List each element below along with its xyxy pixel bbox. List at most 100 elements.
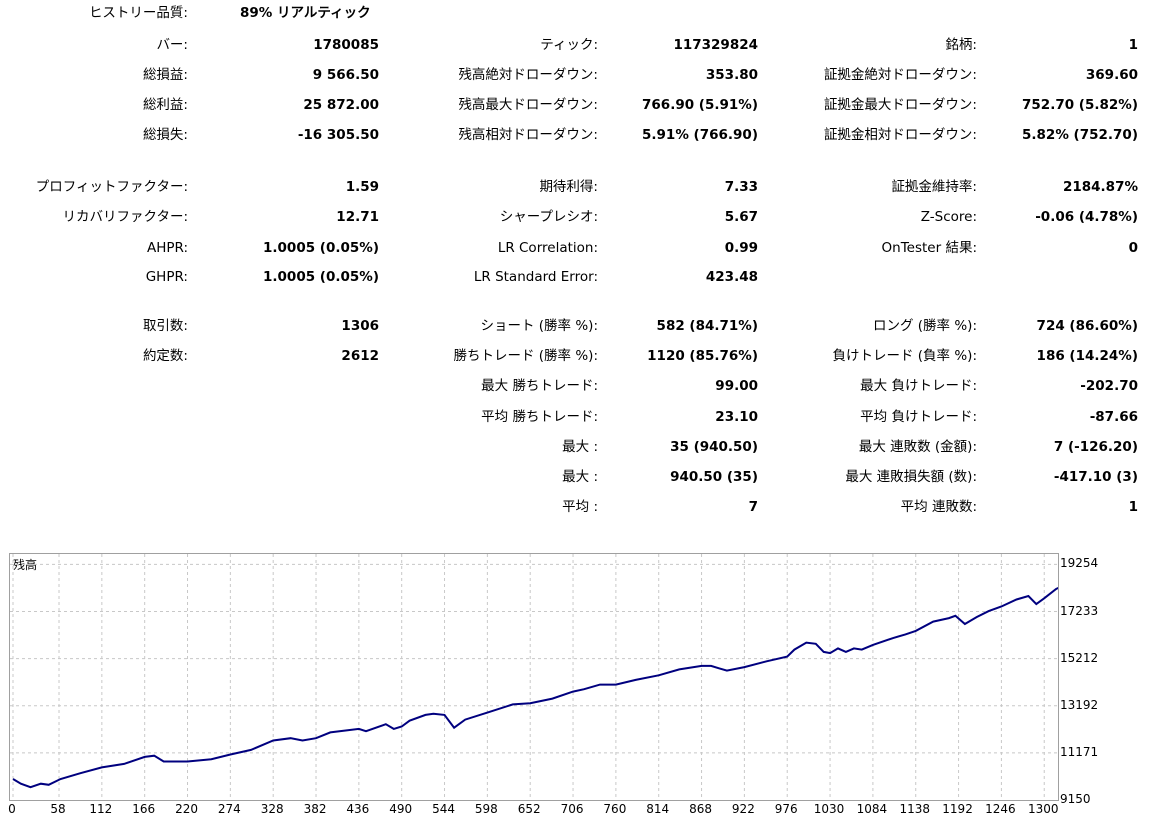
stat-label: 最大 連敗損失額 (数): bbox=[845, 469, 977, 485]
stat-value: -202.70 bbox=[1080, 378, 1138, 394]
stat-value: 582 (84.71%) bbox=[656, 318, 758, 334]
x-tick-label: 166 bbox=[132, 802, 156, 816]
stat-value: -87.66 bbox=[1089, 409, 1138, 425]
stat-value: 353.80 bbox=[705, 67, 758, 83]
stat-value: 5.91% (766.90) bbox=[642, 127, 758, 143]
stat-label: ティック: bbox=[540, 37, 598, 53]
x-tick-label: 1084 bbox=[856, 802, 888, 816]
stat-label: 取引数: bbox=[142, 318, 188, 334]
stat-value: 1.0005 (0.05%) bbox=[263, 240, 379, 256]
stat-label: バー: bbox=[156, 37, 188, 53]
x-tick-label: 760 bbox=[603, 802, 627, 816]
stat-value: 186 (14.24%) bbox=[1036, 348, 1138, 364]
stat-value: 35 (940.50) bbox=[670, 439, 758, 455]
stat-value: 23.10 bbox=[715, 409, 758, 425]
stat-label: LR Correlation: bbox=[497, 240, 598, 256]
stat-label: 残高相対ドローダウン: bbox=[458, 127, 598, 143]
stat-value: 7 (-126.20) bbox=[1053, 439, 1138, 455]
stat-label: 証拠金相対ドローダウン: bbox=[823, 127, 977, 143]
x-tick-label: 0 bbox=[8, 802, 16, 816]
stat-value: 9 566.50 bbox=[312, 67, 379, 83]
balance-line bbox=[12, 586, 1058, 789]
stat-label: 平均 勝ちトレード: bbox=[481, 409, 598, 425]
stat-value: 1.59 bbox=[345, 179, 379, 195]
stat-label: シャープレシオ: bbox=[499, 209, 598, 225]
stat-value: 7 bbox=[748, 499, 758, 515]
y-tick-label: 19254 bbox=[1060, 556, 1099, 571]
test-report-stats: ヒストリー品質: 89% リアルティック バー: 1780085 ティック: 1173… bbox=[35, 5, 1138, 515]
stat-value: 25 872.00 bbox=[303, 97, 379, 113]
x-tick-label: 976 bbox=[774, 802, 798, 816]
stat-value: 99.00 bbox=[715, 378, 758, 394]
x-tick-label: 1192 bbox=[942, 802, 973, 816]
x-tick-label: 868 bbox=[689, 802, 712, 816]
stat-label: 約定数: bbox=[142, 348, 188, 364]
stat-label: 総利益: bbox=[142, 97, 188, 113]
y-tick-label: 9150 bbox=[1060, 792, 1091, 806]
y-tick-label: 11171 bbox=[1060, 744, 1099, 759]
stat-label: 平均 : bbox=[562, 499, 598, 515]
x-tick-label: 1246 bbox=[985, 802, 1016, 816]
stat-value: 1.0005 (0.05%) bbox=[263, 269, 379, 285]
stat-label: 最大 連敗数 (金額): bbox=[858, 439, 977, 455]
stat-label: ショート (勝率 %): bbox=[480, 318, 599, 334]
stat-value: 117329824 bbox=[673, 37, 758, 53]
chart-title: 残高 bbox=[13, 558, 38, 572]
y-tick-label: 13192 bbox=[1060, 697, 1099, 712]
stat-value: 752.70 (5.82%) bbox=[1022, 97, 1138, 113]
stat-label: 負けトレード (負率 %): bbox=[832, 348, 978, 364]
x-tick-label: 1300 bbox=[1027, 802, 1059, 816]
stat-value: -0.06 (4.78%) bbox=[1035, 209, 1138, 225]
stat-value: 2612 bbox=[341, 348, 379, 364]
x-tick-label: 922 bbox=[731, 802, 755, 816]
stat-label: AHPR: bbox=[146, 240, 188, 256]
x-tick-label: 490 bbox=[389, 802, 413, 816]
balance-chart: 残高 bbox=[9, 553, 1059, 801]
x-tick-label: 274 bbox=[217, 802, 241, 816]
stat-label: 平均 連敗数: bbox=[900, 499, 977, 515]
stat-label: 最大 : bbox=[562, 469, 598, 485]
stat-value: 12.71 bbox=[336, 209, 379, 225]
x-tick-label: 652 bbox=[517, 802, 541, 816]
stat-value: 423.48 bbox=[705, 269, 758, 285]
stat-value: 2184.87% bbox=[1062, 179, 1138, 195]
stat-label: リカバリファクター: bbox=[62, 209, 188, 225]
y-tick-label: 17233 bbox=[1060, 603, 1099, 618]
x-tick-label: 112 bbox=[89, 802, 113, 816]
x-tick-label: 220 bbox=[175, 802, 198, 816]
stat-label: 期待利得: bbox=[539, 179, 598, 195]
stat-label: 最大 負けトレード: bbox=[860, 378, 977, 394]
stat-value: 724 (86.60%) bbox=[1036, 318, 1138, 334]
stat-value: -417.10 (3) bbox=[1053, 469, 1138, 485]
stat-label: 総損益: bbox=[142, 67, 188, 83]
stat-value: 1780085 bbox=[313, 37, 379, 53]
stat-label: 銘柄: bbox=[945, 37, 977, 53]
stat-value: -16 305.50 bbox=[297, 127, 379, 143]
stat-label: 平均 負けトレード: bbox=[860, 409, 977, 425]
x-tick-label: 436 bbox=[346, 802, 370, 816]
history-quality-value: 89% リアルティック bbox=[240, 5, 371, 21]
x-tick-label: 382 bbox=[303, 802, 327, 816]
stat-label: 勝ちトレード (勝率 %): bbox=[453, 348, 599, 364]
stat-label: 残高最大ドローダウン: bbox=[458, 97, 598, 113]
stat-value: 1 bbox=[1128, 499, 1138, 515]
x-tick-label: 1030 bbox=[813, 802, 845, 816]
stat-label: 最大 勝ちトレード: bbox=[481, 378, 598, 394]
history-quality-label: ヒストリー品質: bbox=[88, 5, 188, 21]
stat-value: 940.50 (35) bbox=[670, 469, 758, 485]
x-tick-label: 328 bbox=[260, 802, 284, 816]
stat-label: 残高絶対ドローダウン: bbox=[458, 67, 598, 83]
stat-label: プロフィットファクター: bbox=[35, 179, 188, 195]
stat-value: 5.67 bbox=[724, 209, 758, 225]
stat-label: 証拠金絶対ドローダウン: bbox=[823, 67, 977, 83]
stat-value: 1306 bbox=[341, 318, 379, 334]
stat-label: 証拠金維持率: bbox=[891, 179, 977, 195]
x-tick-label: 1138 bbox=[899, 802, 930, 816]
stat-label: ロング (勝率 %): bbox=[873, 318, 977, 334]
x-tick-label: 598 bbox=[474, 802, 498, 816]
stat-value: 1 bbox=[1128, 37, 1138, 53]
stat-value: 0 bbox=[1128, 240, 1138, 256]
stat-label: GHPR: bbox=[145, 269, 188, 285]
stat-value: 369.60 bbox=[1085, 67, 1138, 83]
stat-label: 証拠金最大ドローダウン: bbox=[823, 97, 977, 113]
